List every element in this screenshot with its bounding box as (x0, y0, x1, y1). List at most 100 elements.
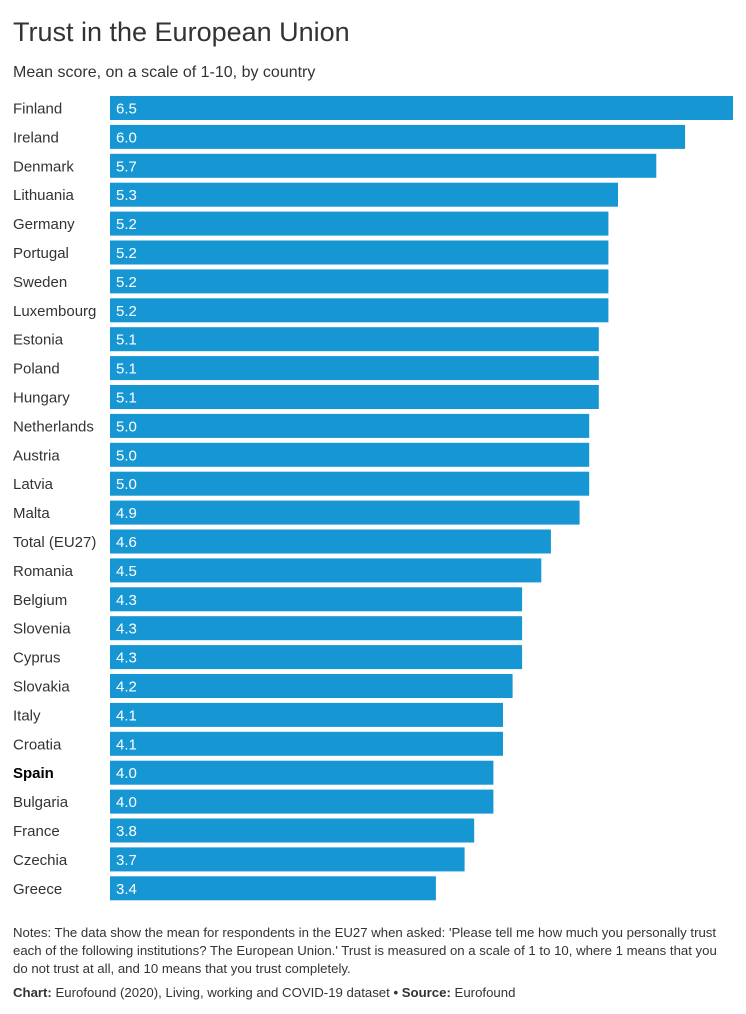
bar-chart: Finland 6.5 Ireland 6.0 Denmark 5.7 Lithuania 5… (13, 96, 733, 901)
category-label: Total (EU27) (13, 534, 96, 551)
category-label: Germany (13, 216, 75, 233)
bar-row: Hungary 5.1 (13, 385, 599, 409)
value-label: 5.7 (116, 158, 137, 175)
bar-row: Belgium 4.3 (13, 587, 523, 612)
value-label: 5.1 (116, 332, 137, 349)
value-label: 5.2 (116, 303, 137, 320)
value-label: 4.0 (116, 765, 137, 782)
bar (110, 702, 503, 727)
category-label: Czechia (13, 852, 68, 869)
value-label: 6.0 (116, 129, 137, 146)
bar (110, 182, 618, 207)
category-label: Greece (13, 881, 62, 898)
value-label: 3.4 (116, 881, 137, 898)
bar-row: Austria 5.0 (13, 442, 590, 467)
category-label: Romania (13, 563, 74, 580)
bar-row: Spain 4.0 (13, 760, 494, 785)
bar-row: Germany 5.2 (13, 211, 609, 236)
category-label: Estonia (13, 332, 64, 349)
chart-credit-text: Eurofound (2020), Living, working and CO… (55, 985, 390, 1000)
bar-row: Slovenia 4.3 (13, 616, 523, 641)
bar (110, 731, 503, 756)
bar (110, 211, 609, 236)
bar-row: Latvia 5.0 (13, 471, 590, 496)
category-label: Slovakia (13, 679, 70, 696)
value-label: 5.0 (116, 447, 137, 464)
bar (110, 876, 436, 901)
category-label: Lithuania (13, 187, 75, 204)
value-label: 5.1 (116, 390, 137, 407)
chart-title: Trust in the European Union (13, 17, 350, 47)
bar (110, 789, 494, 814)
value-label: 5.0 (116, 476, 137, 493)
bar (110, 471, 590, 496)
bar (110, 356, 599, 381)
category-label: Malta (13, 505, 50, 522)
bar-row: Finland 6.5 (13, 96, 733, 120)
bar-row: Estonia 5.1 (13, 327, 599, 352)
bar-row: Cyprus 4.3 (13, 645, 523, 670)
category-label: Denmark (13, 158, 74, 175)
bar (110, 240, 609, 265)
bar (110, 558, 542, 583)
bar (110, 587, 523, 612)
bar (110, 385, 599, 409)
category-label: Portugal (13, 245, 69, 262)
value-label: 4.3 (116, 650, 137, 667)
bar (110, 616, 523, 641)
category-label: Finland (13, 101, 62, 118)
bar-row: Netherlands 5.0 (13, 413, 590, 438)
bar (110, 847, 465, 872)
bar (110, 760, 494, 785)
category-label: Sweden (13, 274, 67, 291)
bar (110, 500, 580, 525)
category-label: Bulgaria (13, 794, 69, 811)
category-label: Italy (13, 707, 41, 724)
value-label: 5.2 (116, 274, 137, 291)
bar (110, 153, 657, 178)
bar (110, 529, 551, 554)
value-label: 5.2 (116, 216, 137, 233)
chart-subtitle: Mean score, on a scale of 1-10, by count… (13, 64, 316, 81)
bar-row: Greece 3.4 (13, 876, 436, 901)
category-label: Cyprus (13, 650, 61, 667)
category-label: Luxembourg (13, 303, 96, 320)
bar (110, 327, 599, 352)
bar (110, 96, 733, 120)
category-label: Poland (13, 361, 60, 378)
bar (110, 124, 686, 149)
bar-row: Slovakia 4.2 (13, 674, 513, 698)
category-label: Hungary (13, 390, 70, 407)
bar-row: Romania 4.5 (13, 558, 542, 583)
value-label: 5.0 (116, 418, 137, 435)
bar (110, 645, 523, 670)
value-label: 4.2 (116, 679, 137, 696)
bar (110, 298, 609, 323)
bar-row: Portugal 5.2 (13, 240, 609, 265)
bar-row: Sweden 5.2 (13, 269, 609, 294)
bar-row: Italy 4.1 (13, 702, 503, 727)
category-label: Croatia (13, 736, 62, 753)
value-label: 4.5 (116, 563, 137, 580)
value-label: 4.6 (116, 534, 137, 551)
bar (110, 413, 590, 438)
bar-row: Ireland 6.0 (13, 124, 686, 149)
category-label: Spain (13, 765, 54, 782)
bar-row: Lithuania 5.3 (13, 182, 618, 207)
value-label: 5.2 (116, 245, 137, 262)
bar-row: Czechia 3.7 (13, 847, 465, 872)
bar (110, 674, 513, 698)
chart-notes: Notes: The data show the mean for respon… (13, 925, 717, 976)
bar-row: France 3.8 (13, 818, 475, 843)
value-label: 4.0 (116, 794, 137, 811)
value-label: 4.3 (116, 592, 137, 609)
source-text: Eurofound (454, 985, 516, 1000)
bar-row: Total (EU27) 4.6 (13, 529, 551, 554)
category-label: Netherlands (13, 418, 94, 435)
category-label: France (13, 823, 60, 840)
bar-row: Denmark 5.7 (13, 153, 657, 178)
chart-credit-label: Chart: (13, 985, 52, 1000)
value-label: 5.1 (116, 361, 137, 378)
category-label: Belgium (13, 592, 67, 609)
category-label: Austria (13, 447, 60, 464)
